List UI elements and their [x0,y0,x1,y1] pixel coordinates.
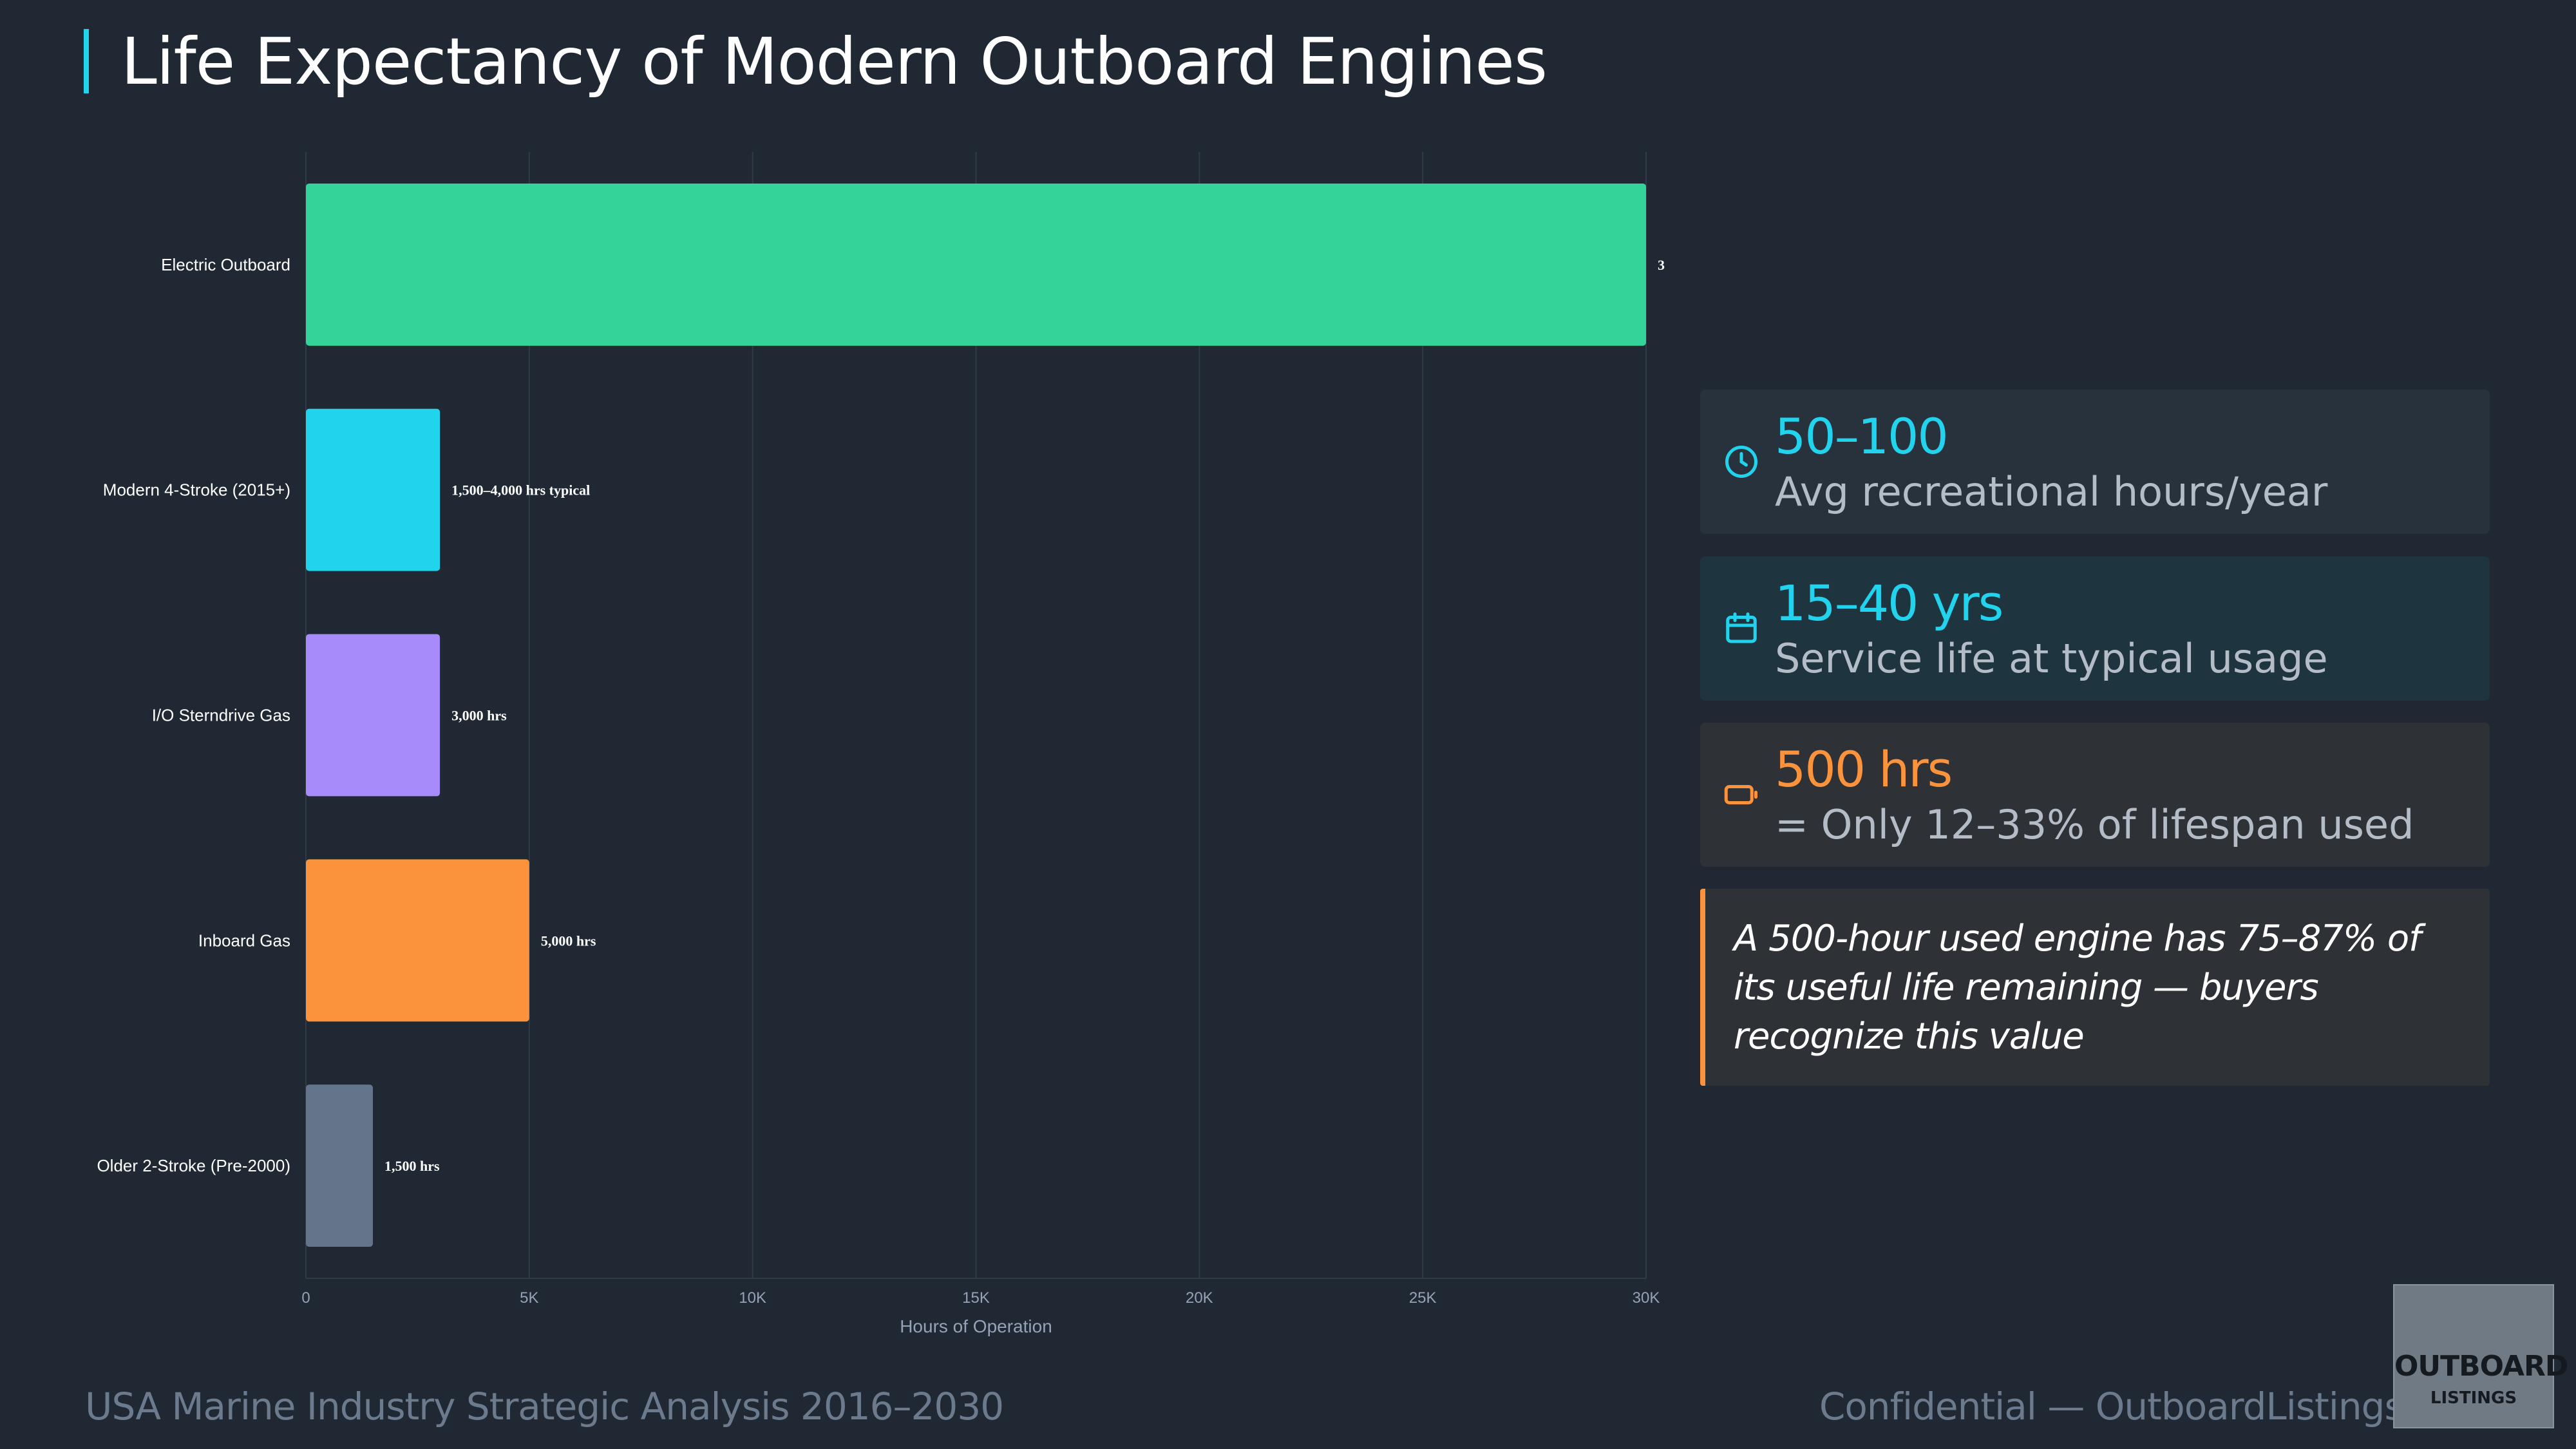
bar-value-label: 1,500–4,000 hrs typical [451,482,590,498]
y-category-label: I/O Sterndrive Gas [152,706,290,725]
stat-value: 15–40 yrs [1775,574,2003,632]
title-accent-bar [84,29,89,93]
x-tick-label: 15K [962,1289,990,1307]
bar-value-label: 1,500 hrs [384,1158,440,1174]
bar-value-label: 3 [1658,257,1665,273]
bar-chart: 0 5K 10K 15K 20K 25K 30K Hours of Operation Elec… [97,152,1665,1336]
stat-description: Service life at typical usage [1775,635,2328,682]
outboard-listings-logo: OUTBOARD LISTINGS [2393,1284,2568,1428]
y-category-label: Electric Outboard [161,255,290,274]
x-axis-title: Hours of Operation [900,1316,1052,1336]
stat-card-hours-per-year: 50–100 Avg recreational hours/year [1700,390,2490,534]
x-tick-label: 10K [739,1289,766,1307]
x-tick-label: 30K [1633,1289,1660,1307]
clock-icon [1725,446,1757,478]
logo-wordmark: OUTBOARD [2394,1350,2568,1383]
stat-description: Avg recreational hours/year [1775,468,2328,515]
y-category-label: Inboard Gas [198,931,290,950]
stat-card-service-life: 15–40 yrs Service life at typical usage [1700,556,2490,701]
x-tick-label: 20K [1186,1289,1213,1307]
bar-value-label: 3,000 hrs [451,708,507,724]
battery-icon [1724,785,1757,804]
bar [306,859,529,1022]
footer-confidential: Confidential — OutboardListings.com [1819,1385,2493,1428]
y-category-label: Older 2-Stroke (Pre-2000) [97,1156,290,1175]
y-category-label: Modern 4-Stroke (2015+) [103,480,290,500]
callout-quote-text: A 500-hour used engine has 75–87% of its… [1734,918,2421,1057]
calendar-icon [1726,612,1757,643]
footer-report-title: USA Marine Industry Strategic Analysis 2… [85,1385,1004,1428]
x-tick-label: 25K [1409,1289,1437,1307]
stat-value: 50–100 [1775,408,1949,465]
stat-value: 500 hrs [1775,741,1953,798]
bar [306,634,440,797]
bar [306,408,440,571]
bar-value-label: 5,000 hrs [541,933,596,949]
bar [306,1084,374,1247]
x-tick-label: 0 [301,1289,310,1307]
bar [306,183,1646,346]
stat-card-500-hours: 500 hrs = Only 12–33% of lifespan used [1700,723,2490,867]
stat-description: = Only 12–33% of lifespan used [1775,801,2414,848]
logo-subwordmark: LISTINGS [2430,1388,2517,1408]
callout-quote-card: A 500-hour used engine has 75–87% of its… [1700,889,2490,1086]
x-tick-label: 5K [520,1289,538,1307]
page-title: Life Expectancy of Modern Outboard Engin… [121,23,1548,99]
title-bar: Life Expectancy of Modern Outboard Engin… [84,23,1548,99]
